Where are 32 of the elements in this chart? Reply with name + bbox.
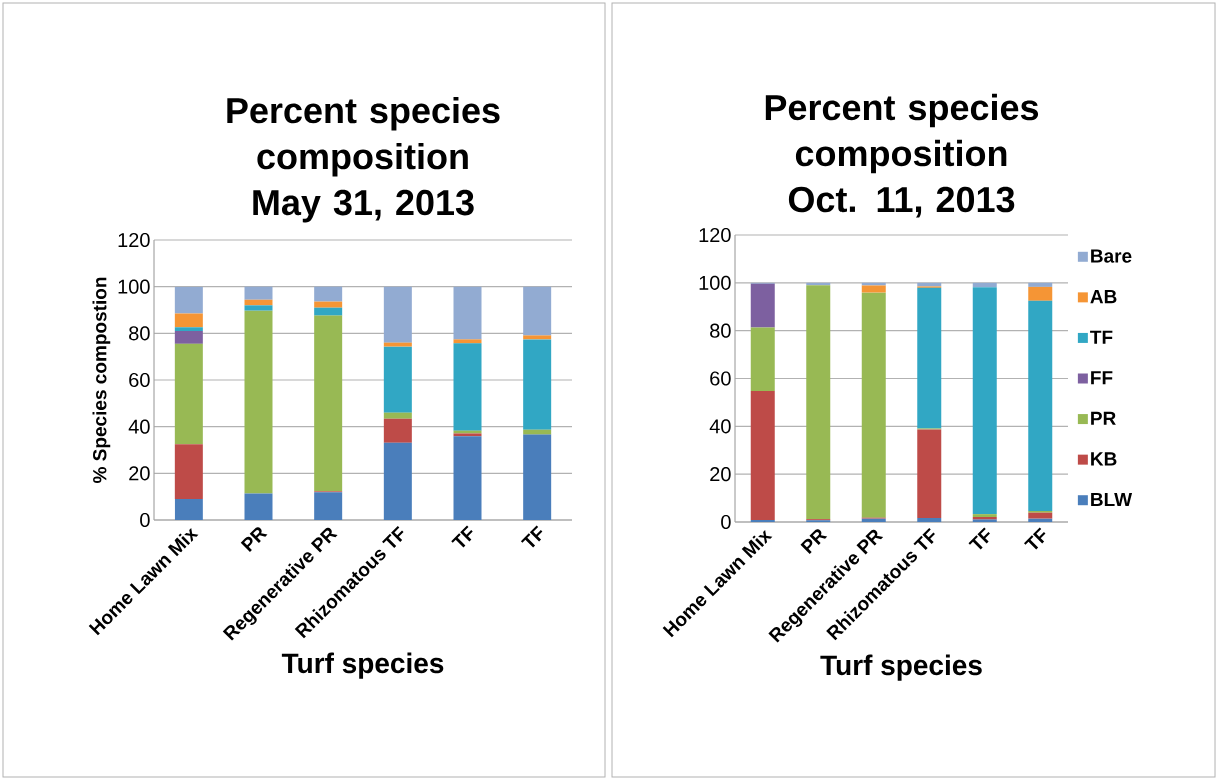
y-tick-label: 20 [129, 466, 150, 481]
legend-label: PR [1091, 411, 1116, 425]
y-tick-label: 20 [710, 467, 731, 482]
legend-label: FF [1091, 371, 1113, 385]
legend-label: AB [1090, 290, 1117, 304]
y-tick-label: 80 [710, 323, 731, 338]
legend-label: BLW [1091, 492, 1133, 506]
x-axis-title: Turf species [281, 652, 444, 679]
chart-title: Percent species composition May 31, 2013 [227, 96, 500, 223]
y-tick-label: 60 [710, 371, 731, 386]
x-axis-title: Turf species [820, 654, 982, 681]
legend-label: TF [1090, 330, 1113, 344]
y-tick-label: 0 [721, 514, 731, 530]
y-tick-label: 120 [699, 227, 731, 243]
chart-title: Percent species composition Oct. 11, 2013 [765, 93, 1039, 218]
x-tick-label: TF [968, 527, 990, 550]
y-tick-label: 40 [128, 419, 150, 434]
y-axis-title: % Species compostion [92, 277, 111, 483]
legend-label: Bare [1091, 249, 1132, 263]
y-tick-label: 120 [118, 232, 150, 248]
y-tick-label: 60 [129, 372, 150, 388]
legend-label: KB [1091, 452, 1117, 466]
x-tick-label: TF [1024, 527, 1046, 550]
y-tick-label: 80 [129, 326, 150, 341]
x-tick-label: PR [240, 527, 268, 553]
y-tick-label: 0 [140, 512, 150, 528]
y-tick-label: 100 [118, 279, 150, 294]
x-tick-label: TF [451, 525, 473, 548]
x-tick-label: TF [520, 525, 543, 548]
y-tick-label: 100 [699, 275, 731, 290]
x-tick-label: PR [800, 529, 828, 555]
y-tick-label: 40 [709, 419, 731, 434]
